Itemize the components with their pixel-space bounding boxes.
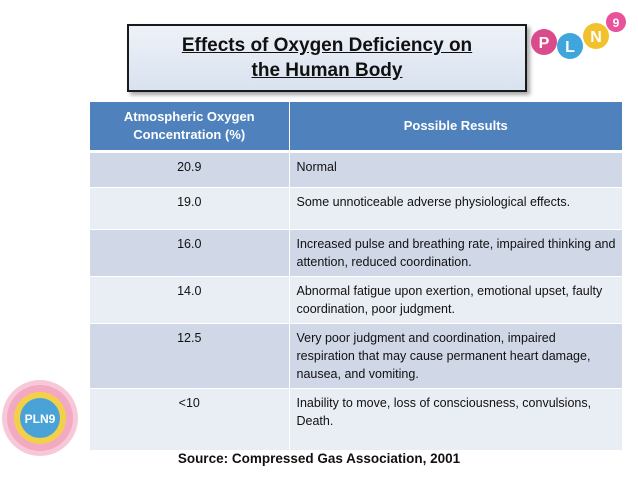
result-cell: Abnormal fatigue upon exertion, emotiona… (289, 276, 622, 324)
header-concentration: Atmospheric Oxygen Concentration (%) (90, 102, 290, 153)
table-row: 20.9 Normal (90, 151, 622, 188)
badge-text: PLN9 (25, 412, 56, 426)
title-line-2: the Human Body (251, 60, 403, 81)
result-cell: Very poor judgment and coordination, imp… (289, 323, 622, 389)
concentration-cell: 12.5 (90, 323, 290, 389)
result-cell: Inability to move, loss of consciousness… (289, 388, 622, 451)
concentration-cell: 19.0 (90, 187, 290, 230)
logo-letter-9: 9 (613, 16, 620, 30)
concentration-cell: 20.9 (90, 151, 290, 188)
pln9-logo: P L N 9 (531, 12, 626, 59)
oxygen-effects-table: Atmospheric Oxygen Concentration (%) Pos… (90, 102, 622, 451)
slide-title: Effects of Oxygen Deficiency on the Huma… (127, 24, 527, 92)
pln9-badge-logo: PLN9 (2, 380, 78, 456)
table-row: 14.0 Abnormal fatigue upon exertion, emo… (90, 276, 622, 324)
table-row: <10 Inability to move, loss of conscious… (90, 388, 622, 451)
result-cell: Some unnoticeable adverse physiological … (289, 187, 622, 230)
header-results: Possible Results (289, 102, 622, 153)
table-row: 12.5 Very poor judgment and coordination… (90, 323, 622, 389)
result-cell: Normal (289, 151, 622, 188)
concentration-cell: 14.0 (90, 276, 290, 324)
logo-letter-n: N (590, 29, 602, 46)
concentration-cell: <10 (90, 388, 290, 451)
table-row: 19.0 Some unnoticeable adverse physiolog… (90, 187, 622, 230)
source-citation: Source: Compressed Gas Association, 2001 (177, 451, 461, 466)
title-line-1: Effects of Oxygen Deficiency on (181, 35, 473, 56)
logo-letter-p: P (539, 35, 550, 52)
result-cell: Increased pulse and breathing rate, impa… (289, 229, 622, 277)
logo-letter-l: L (565, 39, 575, 56)
concentration-cell: 16.0 (90, 229, 290, 277)
table-row: 16.0 Increased pulse and breathing rate,… (90, 229, 622, 277)
